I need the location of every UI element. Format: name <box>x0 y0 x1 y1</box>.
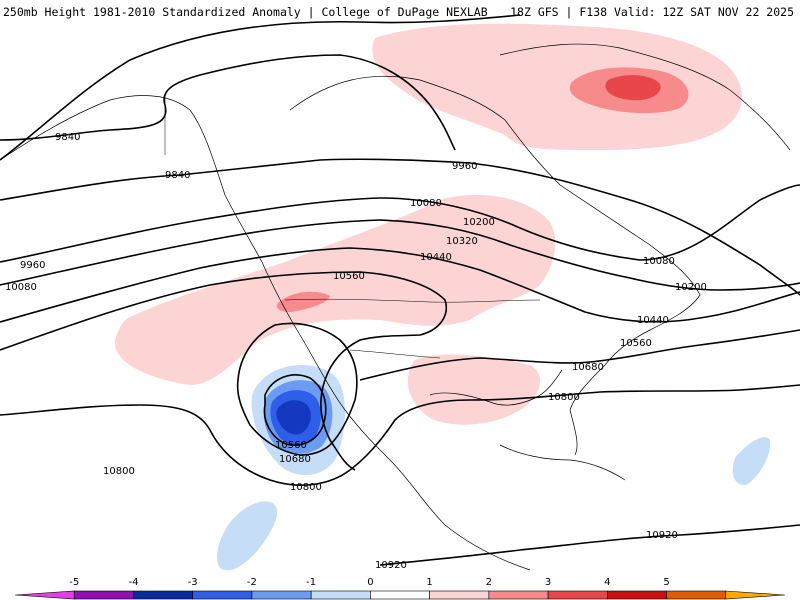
contour-line <box>0 184 800 263</box>
contour-label: 10560 <box>620 338 652 349</box>
colorbar-swatch <box>14 590 75 600</box>
contour-line <box>0 14 521 161</box>
contour-line <box>379 524 800 566</box>
map-header: 250mb Height 1981-2010 Standardized Anom… <box>0 0 800 22</box>
contour-line <box>0 247 800 323</box>
colorbar-tick-label: 2 <box>486 577 492 588</box>
contour-label: 9960 <box>20 260 45 271</box>
contour-line <box>0 271 447 471</box>
border <box>284 298 541 303</box>
colorbar-swatch <box>547 590 608 600</box>
colorbar-swatch <box>133 590 193 600</box>
contour-label: 10080 <box>410 198 442 209</box>
contour-line <box>359 329 800 381</box>
contour-line <box>263 374 327 446</box>
positive-anomaly-region <box>114 194 556 385</box>
negative-anomaly-region <box>217 501 278 571</box>
colorbar-swatch <box>607 590 667 600</box>
contour-label: 10800 <box>548 392 580 403</box>
coastline <box>429 369 563 406</box>
colorbar-tick-label: 4 <box>604 577 610 588</box>
colorbar-swatch <box>251 590 312 600</box>
contour-line <box>0 219 800 291</box>
colorbar-tick-label: -3 <box>188 577 198 588</box>
contour-line <box>0 158 800 296</box>
colorbar-swatch <box>310 590 371 600</box>
coastline <box>499 43 791 151</box>
contour-label: 10800 <box>103 466 135 477</box>
contour-label: 10800 <box>290 482 322 493</box>
contour-label: 10680 <box>572 362 604 373</box>
colorbar-tick-label: 3 <box>545 577 551 588</box>
contour-label: 9840 <box>165 170 190 181</box>
colorbar-tick-label: -5 <box>69 577 79 588</box>
colorbar-tick-label: 1 <box>426 577 432 588</box>
positive-anomaly-region <box>407 354 541 425</box>
contour-label: 10680 <box>279 454 311 465</box>
height-contours <box>0 14 800 566</box>
contour-label: 10320 <box>446 236 478 247</box>
contour-label: 10200 <box>463 217 495 228</box>
negative-anomaly-region <box>732 437 771 485</box>
colorbar-tick-label: -4 <box>128 577 138 588</box>
colorbar-swatch <box>370 590 430 600</box>
colorbar-tick-label: -2 <box>247 577 257 588</box>
contour-label: 9840 <box>55 132 80 143</box>
anomaly-shading <box>114 23 771 571</box>
negative-anomaly-region <box>276 400 311 435</box>
contour-line <box>0 54 456 151</box>
coastline <box>499 444 626 481</box>
positive-anomaly-region <box>372 23 743 151</box>
contour-label: 10440 <box>637 315 669 326</box>
coastline <box>289 75 701 456</box>
contour-label: 10560 <box>275 440 307 451</box>
contour-line <box>236 322 358 456</box>
colorbar: -5 -4 -3 -2 -1 0 1 2 3 4 5 <box>14 577 786 600</box>
coastlines <box>0 43 791 571</box>
colorbar-swatch <box>429 590 490 600</box>
model-run-info: 18Z GFS | F138 Valid: 12Z SAT NOV 22 202… <box>510 5 794 19</box>
contour-label: 10920 <box>646 530 678 541</box>
contour-label: 10200 <box>675 282 707 293</box>
positive-anomaly-region <box>605 75 661 101</box>
positive-anomaly-region <box>276 291 330 312</box>
map-title: 250mb Height 1981-2010 Standardized Anom… <box>3 5 488 19</box>
contour-label: 10920 <box>375 560 407 571</box>
colorbar-swatch <box>192 590 253 600</box>
contour-label: 10560 <box>333 271 365 282</box>
colorbar-swatch <box>725 590 786 600</box>
contour-labels: 9840 9840 9960 9960 10080 10080 10080 10… <box>5 132 707 571</box>
contour-line <box>0 384 800 486</box>
contour-label: 10080 <box>643 256 675 267</box>
border <box>349 349 441 359</box>
coastline <box>0 95 531 571</box>
colorbar-tick-label: 5 <box>663 577 669 588</box>
colorbar-swatch <box>73 590 134 600</box>
colorbar-tick-label: -1 <box>306 577 316 588</box>
colorbar-swatch <box>488 590 549 600</box>
contour-label: 9960 <box>452 161 477 172</box>
contour-label: 10440 <box>420 252 452 263</box>
colorbar-swatch <box>666 590 727 600</box>
contour-label: 10080 <box>5 282 37 293</box>
colorbar-tick-label: 0 <box>367 577 373 588</box>
